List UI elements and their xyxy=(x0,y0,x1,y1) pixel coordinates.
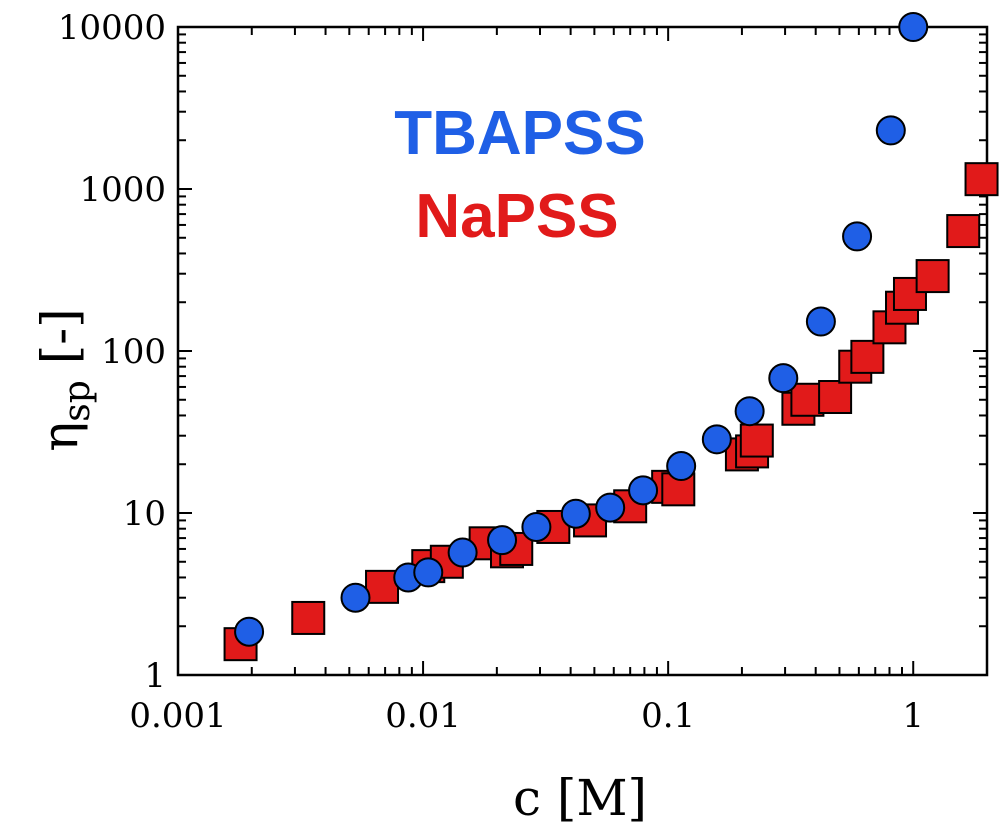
y-axis-title-suffix: [-] xyxy=(31,308,89,380)
axis-ticks xyxy=(177,26,988,676)
tbapss-point xyxy=(487,525,518,556)
tbapss-point xyxy=(701,424,732,455)
tbapss-point xyxy=(805,306,836,337)
tbapss-point xyxy=(521,511,552,542)
x-tick-label: 0.01 xyxy=(385,696,461,736)
tbapss-point xyxy=(734,396,765,427)
napss-point xyxy=(946,214,981,249)
legend-napss: NaPSS xyxy=(415,182,618,251)
tbapss-point xyxy=(898,12,929,42)
tbapss-point xyxy=(875,115,906,146)
y-axis-title-sub: sp xyxy=(57,380,98,422)
tbapss-point xyxy=(842,221,873,252)
tbapss-point xyxy=(666,451,697,482)
tbapss-point xyxy=(560,498,591,529)
y-tick-label: 1 xyxy=(144,656,166,696)
napss-point xyxy=(739,423,774,458)
tbapss-point xyxy=(340,582,371,613)
napss-point xyxy=(291,600,326,635)
napss-point xyxy=(818,380,853,415)
y-tick-label: 10000 xyxy=(58,8,166,48)
napss-point xyxy=(964,162,999,197)
tbapss-point xyxy=(595,492,626,523)
legend-tbapss: TBAPSS xyxy=(394,99,645,168)
y-axis-title: ηsp [-] xyxy=(31,308,98,451)
y-tick-label: 1000 xyxy=(79,170,166,210)
napss-point xyxy=(915,259,950,294)
y-tick-label: 100 xyxy=(101,332,166,372)
axis-tick-labels: 0.001 0.01 0.1 1 1 10 100 1000 10000 xyxy=(58,8,924,736)
y-axis-title-group: ηsp [-] xyxy=(31,308,98,451)
y-tick-label: 10 xyxy=(123,494,166,534)
tbapss-point xyxy=(447,537,478,568)
tbapss-point xyxy=(234,616,265,647)
x-tick-label: 1 xyxy=(902,696,924,736)
x-tick-label: 0.001 xyxy=(129,696,226,736)
napss-point xyxy=(365,569,400,604)
x-axis-title: c [M] xyxy=(513,769,647,827)
tbapss-point xyxy=(413,557,444,588)
data-points xyxy=(223,12,999,662)
y-axis-title-main: η xyxy=(31,422,89,452)
x-tick-label: 0.1 xyxy=(641,696,695,736)
tbapss-point xyxy=(768,363,799,394)
napss-point xyxy=(850,339,885,374)
napss-point xyxy=(790,382,825,417)
tbapss-point xyxy=(628,475,659,506)
